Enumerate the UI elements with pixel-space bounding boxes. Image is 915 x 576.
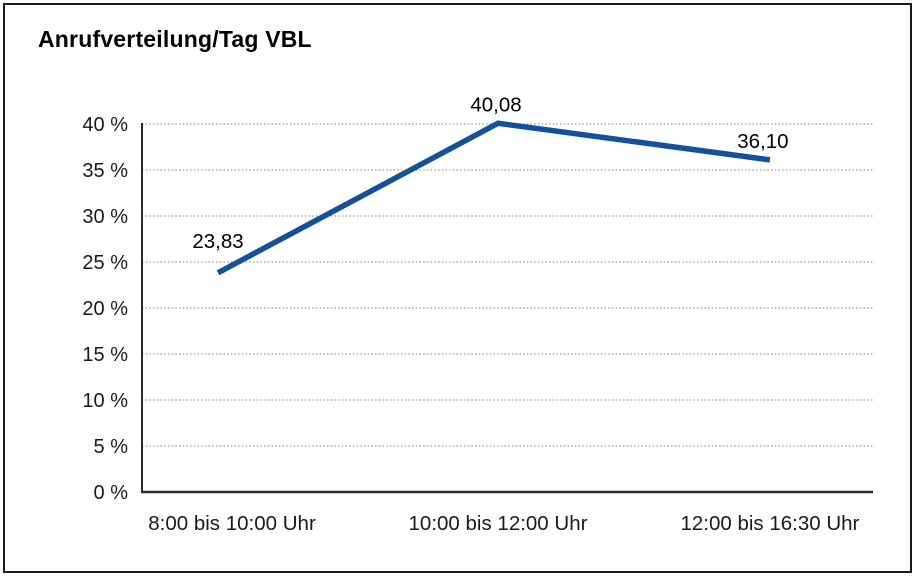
y-tick-label: 25 % bbox=[82, 252, 128, 274]
data-point-label: 36,10 bbox=[737, 130, 788, 153]
y-tick-label: 10 % bbox=[82, 390, 128, 412]
x-category-label: 10:00 bis 12:00 Uhr bbox=[409, 512, 588, 535]
y-tick-label: 40 % bbox=[82, 114, 128, 136]
data-series-line bbox=[216, 120, 771, 276]
y-tick-label: 15 % bbox=[82, 344, 128, 366]
y-tick-label: 0 % bbox=[94, 482, 129, 504]
y-tick-label: 30 % bbox=[82, 206, 128, 228]
chart-title: Anrufverteilung/Tag VBL bbox=[38, 26, 312, 52]
y-tick-label: 35 % bbox=[82, 160, 128, 182]
data-point-label: 23,83 bbox=[192, 230, 243, 253]
chart-frame bbox=[3, 3, 912, 573]
data-point-label: 40,08 bbox=[470, 93, 521, 116]
x-category-label: 8:00 bis 10:00 Uhr bbox=[148, 512, 316, 535]
y-tick-label: 20 % bbox=[82, 298, 128, 320]
x-category-label: 12:00 bis 16:30 Uhr bbox=[680, 512, 859, 535]
y-tick-label: 5 % bbox=[94, 436, 129, 458]
